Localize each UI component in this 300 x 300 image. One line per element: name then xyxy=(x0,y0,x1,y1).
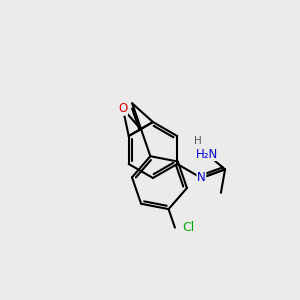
Text: Cl: Cl xyxy=(182,221,194,234)
Text: H: H xyxy=(194,136,202,146)
Text: N: N xyxy=(197,172,206,184)
Text: H₂N: H₂N xyxy=(196,148,218,160)
Text: O: O xyxy=(118,102,128,115)
